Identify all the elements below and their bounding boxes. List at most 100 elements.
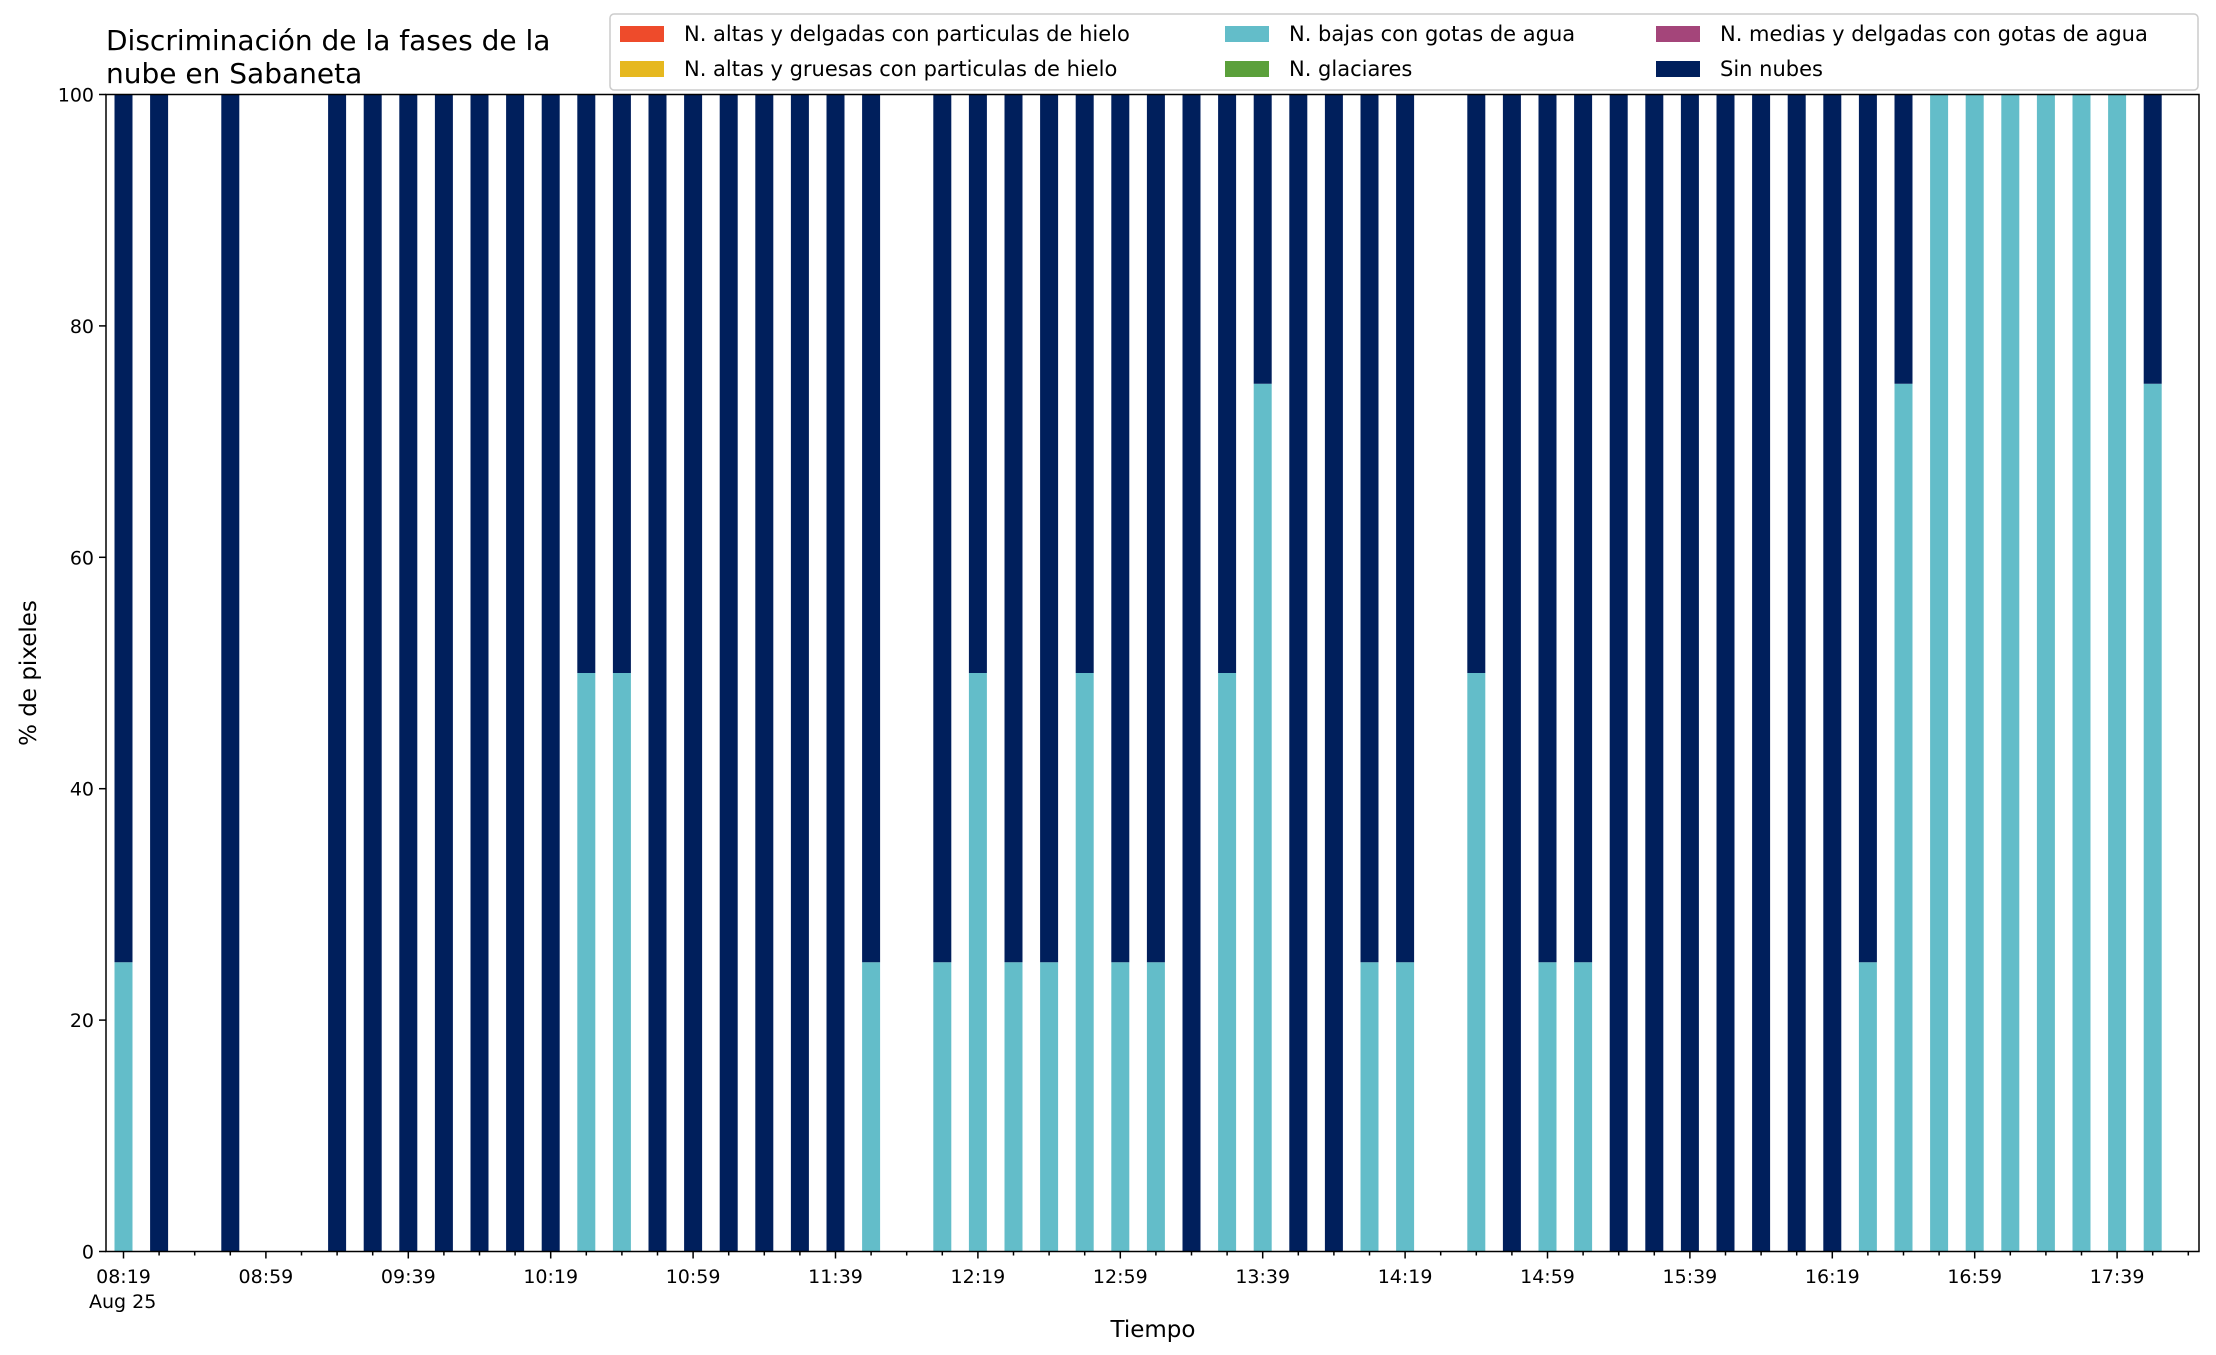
bar-sin-nubes-1139 [826,94,845,1252]
bar-sin-nubes-1319 [1182,94,1201,1252]
x-tick-label: 14:59 [1520,1266,1575,1288]
x-axis-title: Tiempo [1110,1317,1196,1343]
bar-n-bajas-con-gotas-de-agua-1749 [2143,383,2162,1252]
x-tick-label: 16:59 [1947,1266,2002,1288]
x-tick-label: 12:19 [951,1266,1006,1288]
bar-n-bajas-con-gotas-de-agua-1309 [1146,962,1165,1252]
bar-sin-nubes-1449 [1502,94,1521,1252]
bar-sin-nubes-1109 [719,94,738,1252]
x-tick-label: 15:39 [1663,1266,1718,1288]
bar-n-bajas-con-gotas-de-agua-1729 [2072,94,2091,1252]
bar-sin-nubes-1419 [1396,94,1415,963]
x-date-label: Aug 25 [89,1291,156,1313]
bar-n-bajas-con-gotas-de-agua-0819 [114,962,133,1252]
bar-n-bajas-con-gotas-de-agua-1409 [1360,962,1379,1252]
bar-sin-nubes-1439 [1467,94,1486,673]
legend: N. altas y delgadas con particulas de hi… [609,13,2199,91]
x-tick-label: 12:59 [1093,1266,1148,1288]
bar-n-bajas-con-gotas-de-agua-1329 [1218,673,1237,1252]
bar-sin-nubes-1229 [1004,94,1023,963]
y-tick-label: 20 [70,1010,94,1032]
x-tick-label: 13:39 [1235,1266,1290,1288]
bar-sin-nubes-0819 [114,94,133,963]
y-tick-label: 80 [70,316,94,338]
legend-label-n-glaciares: N. glaciares [1289,57,1412,81]
legend-label-n-altas-y-gruesas-con-particulas-de-hielo: N. altas y gruesas con particulas de hie… [684,57,1117,81]
legend-label-n-medias-y-delgadas-con-gotas-de-agua: N. medias y delgadas con gotas de agua [1720,22,2148,46]
bar-sin-nubes-1009 [506,94,525,1252]
x-tick-label: 09:39 [381,1266,436,1288]
x-tick-label: 08:59 [239,1266,294,1288]
bar-sin-nubes-1039 [612,94,631,673]
bar-sin-nubes-1309 [1146,94,1165,963]
x-tick-label: 14:19 [1378,1266,1433,1288]
legend-swatch-n-bajas-con-gotas-de-agua [1225,26,1269,42]
bar-n-bajas-con-gotas-de-agua-1239 [1040,962,1059,1252]
x-tick-label: 10:19 [523,1266,578,1288]
bar-n-bajas-con-gotas-de-agua-1219 [968,673,987,1252]
bar-sin-nubes-1219 [968,94,987,673]
x-tick-label: 11:39 [808,1266,863,1288]
bar-n-bajas-con-gotas-de-agua-1629 [1858,962,1877,1252]
legend-swatch-n-medias-y-delgadas-con-gotas-de-agua [1656,26,1700,42]
legend-swatch-sin-nubes [1656,61,1700,77]
bar-n-bajas-con-gotas-de-agua-1419 [1396,962,1415,1252]
bar-n-bajas-con-gotas-de-agua-1249 [1075,673,1094,1252]
bar-sin-nubes-1409 [1360,94,1379,963]
bar-sin-nubes-1129 [790,94,809,1252]
bar-n-bajas-con-gotas-de-agua-1229 [1004,962,1023,1252]
legend-label-n-bajas-con-gotas-de-agua: N. bajas con gotas de agua [1289,22,1575,46]
bar-sin-nubes-1349 [1289,94,1308,1252]
bar-sin-nubes-1019 [541,94,560,1252]
bar-sin-nubes-1509 [1574,94,1593,963]
bar-n-bajas-con-gotas-de-agua-1029 [577,673,596,1252]
bar-sin-nubes-1029 [577,94,596,673]
x-tick-label: 16:19 [1805,1266,1860,1288]
bar-n-bajas-con-gotas-de-agua-1639 [1894,383,1913,1252]
chart-title-line-2: nube en Sabaneta [106,57,362,90]
bar-sin-nubes-1609 [1787,94,1806,1252]
bar-sin-nubes-0829 [150,94,169,1252]
bar-n-bajas-con-gotas-de-agua-1659 [1965,94,1984,1252]
legend-swatch-n-altas-y-delgadas-con-particulas-de-hielo [620,26,664,42]
bar-sin-nubes-1539 [1680,94,1699,1252]
bar-n-bajas-con-gotas-de-agua-1439 [1467,673,1486,1252]
bar-sin-nubes-1529 [1645,94,1664,1252]
x-axis: 08:19 08:59 09:39 10:19 10:59 11:39 12:19 12:59… [96,1251,2190,1288]
bar-n-bajas-con-gotas-de-agua-1459 [1538,962,1557,1252]
legend-frame [609,13,2199,91]
bar-sin-nubes-1629 [1858,94,1877,963]
bar-sin-nubes-1119 [755,94,774,1252]
y-axis: 0 20 40 60 80 100 [58,85,106,1264]
bar-sin-nubes-0949 [434,94,453,1252]
bar-sin-nubes-1519 [1609,94,1628,1252]
bar-sin-nubes-0849 [221,94,240,1252]
legend-swatch-n-altas-y-gruesas-con-particulas-de-hielo [620,61,664,77]
y-tick-label: 60 [70,547,94,569]
bar-n-bajas-con-gotas-de-agua-1709 [2001,94,2020,1252]
legend-swatch-n-glaciares [1225,61,1269,77]
bar-sin-nubes-0959 [470,94,489,1252]
bar-n-bajas-con-gotas-de-agua-1149 [862,962,881,1252]
bars-layer [114,94,2162,1252]
bar-sin-nubes-1329 [1218,94,1237,673]
bar-sin-nubes-1549 [1716,94,1735,1252]
bar-sin-nubes-1619 [1823,94,1842,1252]
bar-n-bajas-con-gotas-de-agua-1719 [2036,94,2055,1252]
bar-sin-nubes-1249 [1075,94,1094,673]
bar-n-bajas-con-gotas-de-agua-1339 [1253,383,1272,1252]
bar-n-bajas-con-gotas-de-agua-1259 [1111,962,1130,1252]
y-tick-label: 40 [70,779,94,801]
bar-sin-nubes-1259 [1111,94,1130,963]
x-tick-label: 17:39 [2090,1266,2145,1288]
bar-sin-nubes-1239 [1040,94,1059,963]
bar-sin-nubes-1339 [1253,94,1272,384]
chart-title-line-1: Discriminación de la fases de la [106,24,550,57]
bar-n-bajas-con-gotas-de-agua-1039 [612,673,631,1252]
bar-sin-nubes-1209 [933,94,952,963]
bar-sin-nubes-0919 [328,94,347,1252]
y-axis-title: % de pixeles [16,600,42,746]
bar-sin-nubes-1359 [1324,94,1343,1252]
bar-sin-nubes-1149 [862,94,881,963]
legend-label-n-altas-y-delgadas-con-particulas-de-hielo: N. altas y delgadas con particulas de hi… [684,22,1130,46]
